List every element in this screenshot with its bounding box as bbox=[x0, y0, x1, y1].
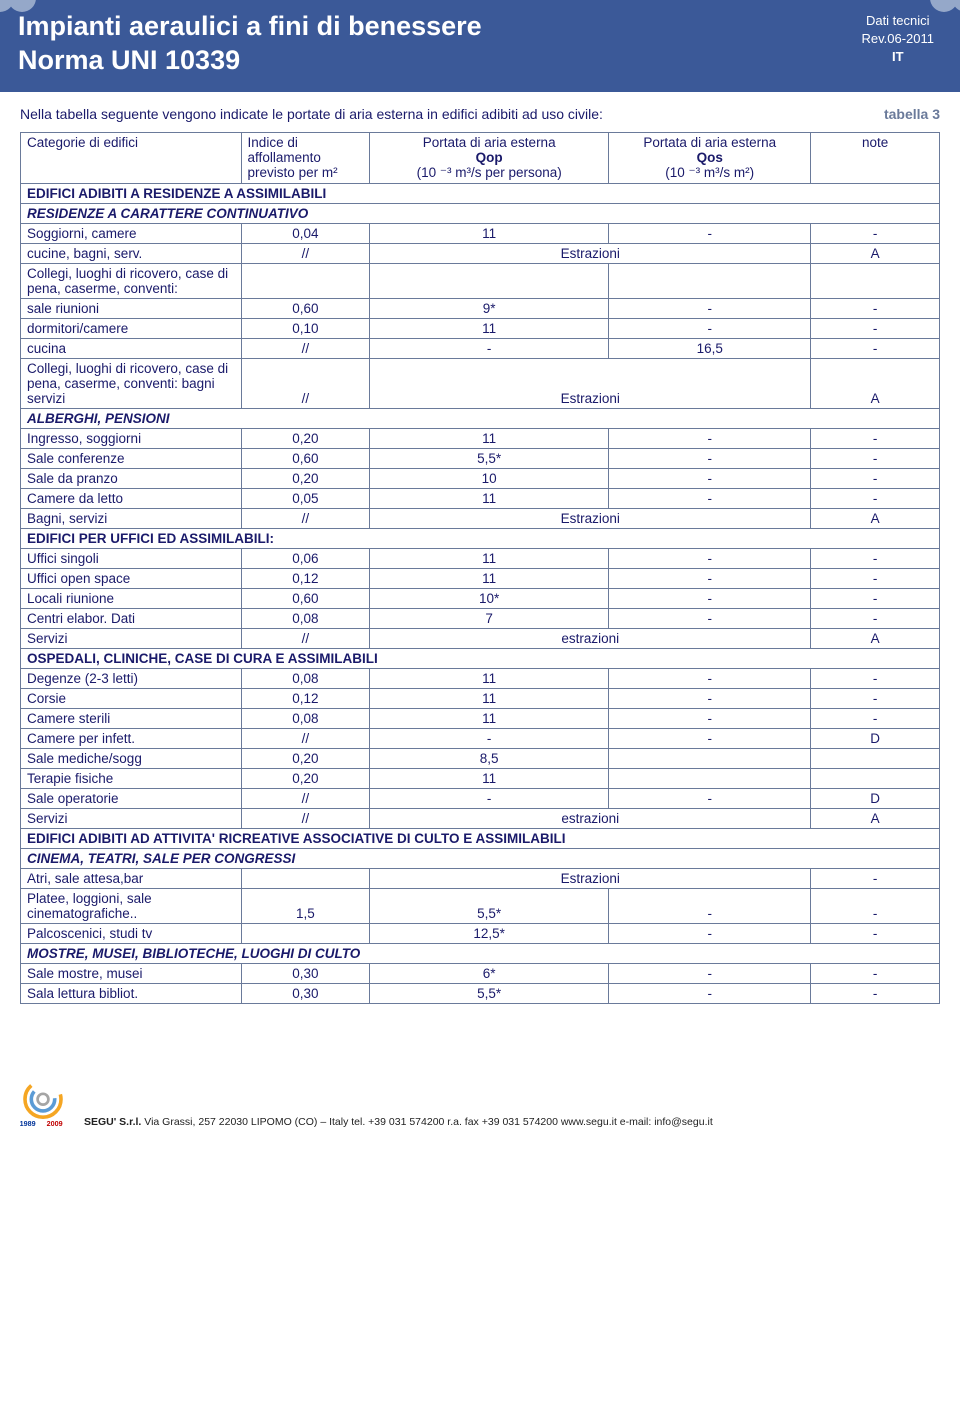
th-categories: Categorie di edifici bbox=[21, 132, 242, 183]
table-row: Ingresso, soggiorni0,2011-- bbox=[21, 428, 940, 448]
table-row: Uffici open space0,1211-- bbox=[21, 568, 940, 588]
table-row: Bagni, servizi//EstrazioniA bbox=[21, 508, 940, 528]
table-row: Atri, sale attesa,barEstrazioni- bbox=[21, 868, 940, 888]
th-note: note bbox=[811, 132, 940, 183]
table-row: Terapie fisiche0,2011 bbox=[21, 768, 940, 788]
footer-company: SEGU' S.r.l. bbox=[84, 1116, 141, 1128]
header-title-1: Impianti aeraulici a fini di benessere bbox=[18, 10, 942, 44]
svg-text:1989: 1989 bbox=[20, 1119, 36, 1128]
table-row: Sale conferenze0,605,5*-- bbox=[21, 448, 940, 468]
intro-line: Nella tabella seguente vengono indicate … bbox=[20, 106, 940, 122]
footer-rest: Via Grassi, 257 22030 LIPOMO (CO) – Ital… bbox=[141, 1116, 712, 1128]
header-meta-2: Rev.06-2011 bbox=[861, 30, 934, 48]
section-row: CINEMA, TEATRI, SALE PER CONGRESSI bbox=[21, 848, 940, 868]
table-row: Corsie0,1211-- bbox=[21, 688, 940, 708]
section-row: EDIFICI ADIBITI A RESIDENZE A ASSIMILABI… bbox=[21, 183, 940, 203]
document-header: Impianti aeraulici a fini di benessere N… bbox=[0, 0, 960, 92]
table-row: dormitori/camere0,1011-- bbox=[21, 318, 940, 338]
table-row: Collegi, luoghi di ricovero, case di pen… bbox=[21, 358, 940, 408]
table-row: Camere per infett.//--D bbox=[21, 728, 940, 748]
table-row: Sale mostre, musei0,306*-- bbox=[21, 963, 940, 983]
table-row: cucine, bagni, serv.//EstrazioniA bbox=[21, 243, 940, 263]
content: Nella tabella seguente vengono indicate … bbox=[0, 92, 960, 1004]
table-row: Camere da letto0,0511-- bbox=[21, 488, 940, 508]
section-row: EDIFICI ADIBITI AD ATTIVITA' RICREATIVE … bbox=[21, 828, 940, 848]
header-meta: Dati tecnici Rev.06-2011 IT bbox=[861, 12, 934, 67]
table-row: Sala lettura bibliot.0,305,5*-- bbox=[21, 983, 940, 1003]
th-qos: Portata di aria esterna Qos (10 ⁻³ m³/s … bbox=[609, 132, 811, 183]
section-row: OSPEDALI, CLINICHE, CASE DI CURA E ASSIM… bbox=[21, 648, 940, 668]
table-row: Centri elabor. Dati0,087-- bbox=[21, 608, 940, 628]
svg-text:2009: 2009 bbox=[47, 1119, 63, 1128]
footer-text: SEGU' S.r.l. Via Grassi, 257 22030 LIPOM… bbox=[84, 1116, 944, 1128]
section-row: RESIDENZE A CARATTERE CONTINUATIVO bbox=[21, 203, 940, 223]
intro-text: Nella tabella seguente vengono indicate … bbox=[20, 106, 603, 122]
table-row: Collegi, luoghi di ricovero, case di pen… bbox=[21, 263, 940, 298]
table-row: Sale da pranzo0,2010-- bbox=[21, 468, 940, 488]
header-decor-left bbox=[0, 0, 30, 15]
table-row: Palcoscenici, studi tv12,5*-- bbox=[21, 923, 940, 943]
table-row: Platee, loggioni, sale cinematografiche.… bbox=[21, 888, 940, 923]
company-logo-icon: 1989 2009 bbox=[16, 1074, 70, 1128]
th-index: Indice di affollamento previsto per m² bbox=[241, 132, 370, 183]
table-row: sale riunioni0,609*-- bbox=[21, 298, 940, 318]
header-meta-1: Dati tecnici bbox=[861, 12, 934, 30]
table-row: Locali riunione0,6010*-- bbox=[21, 588, 940, 608]
header-title-2: Norma UNI 10339 bbox=[18, 44, 942, 78]
data-table: Categorie di edifici Indice di affollame… bbox=[20, 132, 940, 1004]
section-row: MOSTRE, MUSEI, BIBLIOTECHE, LUOGHI DI CU… bbox=[21, 943, 940, 963]
table-row: cucina//-16,5- bbox=[21, 338, 940, 358]
th-qop: Portata di aria esterna Qop (10 ⁻³ m³/s … bbox=[370, 132, 609, 183]
table-row: Sale operatorie//--D bbox=[21, 788, 940, 808]
table-row: Camere sterili0,0811-- bbox=[21, 708, 940, 728]
footer: 1989 2009 SEGU' S.r.l. Via Grassi, 257 2… bbox=[0, 1074, 960, 1146]
header-decor-right bbox=[930, 0, 960, 15]
table-row: Degenze (2-3 letti)0,0811-- bbox=[21, 668, 940, 688]
section-row: EDIFICI PER UFFICI ED ASSIMILABILI: bbox=[21, 528, 940, 548]
header-meta-lang: IT bbox=[861, 48, 934, 66]
table-row: Sale mediche/sogg0,208,5 bbox=[21, 748, 940, 768]
table-row: Servizi//estrazioniA bbox=[21, 808, 940, 828]
section-row: ALBERGHI, PENSIONI bbox=[21, 408, 940, 428]
table-number: tabella 3 bbox=[884, 106, 940, 122]
table-row: Uffici singoli0,0611-- bbox=[21, 548, 940, 568]
table-row: Servizi//estrazioniA bbox=[21, 628, 940, 648]
table-row: Soggiorni, camere0,0411-- bbox=[21, 223, 940, 243]
table-header-row: Categorie di edifici Indice di affollame… bbox=[21, 132, 940, 183]
